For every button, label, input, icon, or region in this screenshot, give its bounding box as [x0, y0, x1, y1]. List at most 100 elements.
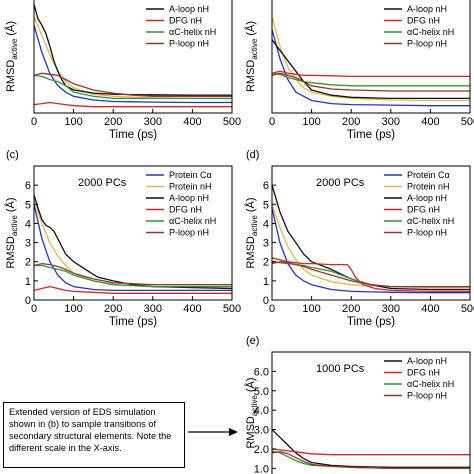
- y-axis-label-sub: active: [250, 395, 259, 416]
- legend-entry: P-loop nH: [169, 228, 209, 238]
- series-line-5: [34, 74, 232, 100]
- panel-note: 2000 PCs: [316, 177, 365, 189]
- y-tick-label: 3.0: [254, 425, 269, 437]
- series-line-3: [272, 450, 470, 469]
- chart-panel-1: 0 100 200 300 400 500 Time (ps) RMSDactive (Å) A…: [4, 0, 241, 141]
- y-tick-label: 0: [25, 295, 31, 307]
- series-line-3: [272, 39, 470, 100]
- y-tick-label: 4: [25, 218, 31, 230]
- legend-entry: DFG nH: [169, 16, 202, 26]
- panel-label: (c): [6, 149, 19, 161]
- y-axis-label-main: RMSD: [245, 416, 257, 448]
- y-axis-label-unit: (Å): [4, 197, 17, 215]
- series-line-4: [272, 451, 470, 469]
- y-tick-label: 2: [263, 257, 269, 269]
- y-axis-label-sub: active: [10, 38, 19, 59]
- series-group: [272, 16, 470, 107]
- plot-frame: [271, 165, 471, 301]
- legend-entry: Protein Cα: [407, 170, 450, 180]
- series-line-1: [34, 25, 232, 104]
- y-tick-label: 2: [25, 257, 31, 269]
- x-tick-label: 100: [64, 303, 82, 315]
- x-tick-label: 0: [31, 303, 37, 315]
- annotation-text: Extended version of EDS simulation shown…: [9, 407, 172, 453]
- legend-entry: P-loop nH: [407, 39, 447, 49]
- series-line-2: [272, 448, 470, 456]
- y-tick-label: 4.0: [254, 405, 269, 417]
- x-tick-label: 500: [461, 303, 474, 315]
- y-axis-label-main: RMSD: [245, 60, 257, 92]
- x-tick-label: 200: [104, 303, 122, 315]
- y-tick-label: 1.0: [254, 463, 269, 474]
- plot-frame: [271, 351, 471, 474]
- legend-entry: P-loop nH: [407, 228, 447, 238]
- legend-entry: P-loop nH: [407, 391, 447, 401]
- legend-entry: A-loop nH: [407, 356, 447, 366]
- legend-entry: A-loop nH: [407, 4, 447, 14]
- x-tick-label: 0: [31, 116, 37, 128]
- y-axis-label-main: RMSD: [245, 236, 257, 268]
- series-line-2: [272, 16, 470, 102]
- panel-label: (d): [246, 149, 259, 161]
- x-tick-label: 500: [223, 116, 241, 128]
- series-line-5: [272, 72, 470, 87]
- y-axis-label: RMSDactive (Å): [244, 377, 259, 448]
- x-tick-label: 300: [382, 116, 400, 128]
- legend-entry: αC-helix nH: [407, 27, 454, 37]
- x-tick-label: 500: [461, 116, 474, 128]
- chart-panel-4: 0 100 200 300 400 500 0 1 2 3 4 5 6 Time (ps) RMSDacti…: [244, 149, 474, 328]
- plot-frame: [33, 0, 233, 114]
- series-line-3: [272, 184, 470, 291]
- series-line-5: [34, 264, 232, 288]
- series-line-4: [272, 70, 470, 78]
- legend-entry: Protein Cα: [169, 170, 212, 180]
- y-axis-label: RMSDactive (Å): [244, 21, 259, 92]
- chart-panel-3: 0 100 200 300 400 500 0 1 2 3 4 5 6 Time (ps) RMSDacti…: [4, 149, 241, 328]
- annotation-arrow-head: [229, 428, 238, 436]
- y-axis-label: RMSDactive (Å): [4, 197, 19, 268]
- legend-entry: A-loop nH: [169, 4, 209, 14]
- x-tick-label: 100: [302, 303, 320, 315]
- x-axis-label: Time (ps): [109, 316, 157, 328]
- x-tick-label: 300: [144, 116, 162, 128]
- legend-entry: Protein nH: [407, 182, 450, 192]
- y-tick-label: 5: [25, 199, 31, 211]
- x-tick-label: 100: [302, 116, 320, 128]
- legend-entry: A-loop nH: [169, 193, 209, 203]
- series-group: [34, 194, 232, 294]
- y-axis-label-unit: (Å): [244, 377, 257, 395]
- chart-panel-2: 0 100 200 300 400 500 Time (ps) RMSDactive (Å) A…: [244, 0, 474, 141]
- plot-frame: [271, 0, 471, 114]
- x-tick-label: 400: [421, 116, 439, 128]
- legend-entry: A-loop nH: [407, 193, 447, 203]
- x-tick-label: 100: [64, 116, 82, 128]
- series-line-6: [272, 72, 470, 92]
- series-group: [34, 4, 232, 108]
- legend-entry: αC-helix nH: [169, 27, 216, 37]
- panel-note: 2000 PCs: [78, 177, 127, 189]
- y-tick-label: 2.0: [254, 444, 269, 456]
- annotation-box: Extended version of EDS simulation shown…: [3, 402, 185, 468]
- y-axis-label-main: RMSD: [5, 236, 17, 268]
- y-axis-label-unit: (Å): [4, 21, 17, 39]
- legend-entry: P-loop nH: [169, 39, 209, 49]
- y-tick-label: 6.0: [254, 366, 269, 378]
- y-axis-label: RMSDactive (Å): [4, 21, 19, 92]
- legend-entry: DFG nH: [407, 16, 440, 26]
- y-tick-label: 0: [263, 295, 269, 307]
- legend-entry: αC-helix nH: [407, 379, 454, 389]
- legend-entry: Protein nH: [169, 182, 212, 192]
- legend-entry: DFG nH: [407, 205, 440, 215]
- y-tick-label: 3: [25, 238, 31, 250]
- series-line-1: [272, 207, 470, 294]
- y-axis-label-unit: (Å): [244, 21, 257, 39]
- x-tick-label: 0: [269, 116, 275, 128]
- y-axis-label-sub: active: [250, 38, 259, 59]
- x-tick-label: 300: [382, 303, 400, 315]
- series-line-2: [34, 200, 232, 288]
- x-tick-label: 0: [269, 303, 275, 315]
- series-line-6: [34, 262, 232, 286]
- panel-note: 1000 PCs: [316, 363, 365, 375]
